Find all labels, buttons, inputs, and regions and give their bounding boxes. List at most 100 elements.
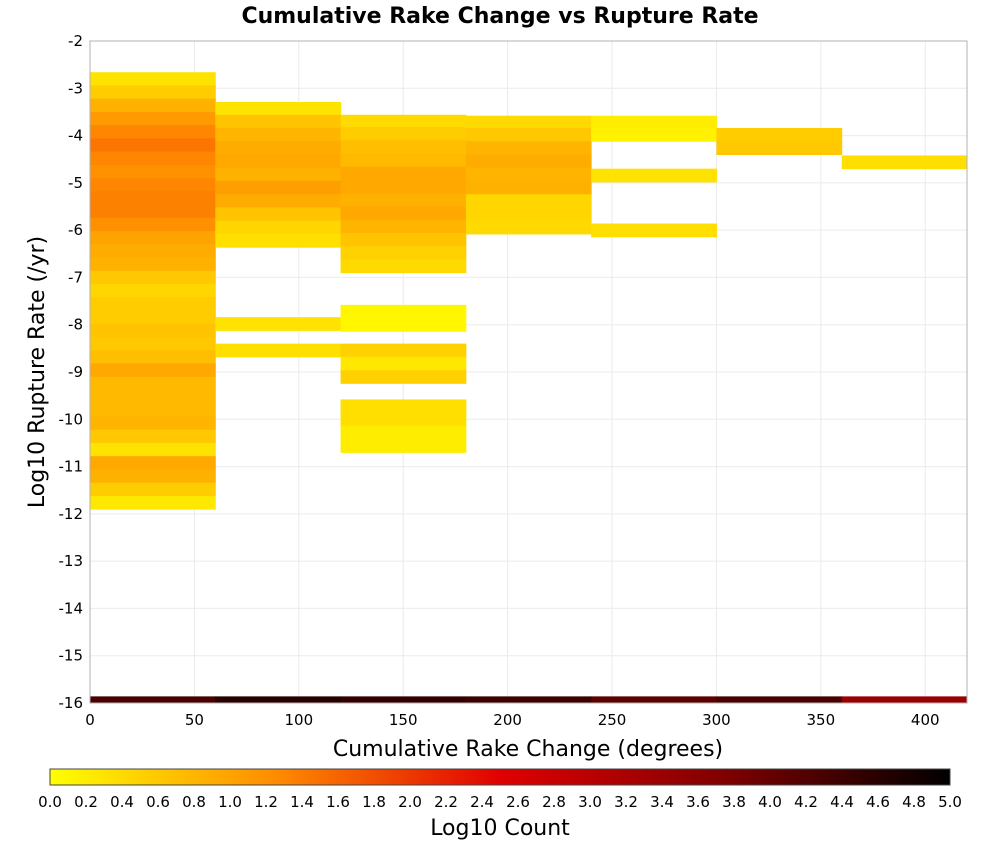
colorbar-tick-label: 5.0 [938,793,962,811]
heatmap-cell [340,206,467,221]
y-tick-label: -5 [68,174,83,192]
heatmap-cell [90,138,216,153]
heatmap-cell [90,416,216,431]
heatmap-cell [90,204,216,219]
colorbar-title: Log10 Count [430,816,570,841]
heatmap-cell [340,232,467,247]
heatmap-cell [841,155,968,170]
heatmap-cell [90,270,216,285]
heatmap-cell [90,284,216,298]
colorbar-tick-label: 4.4 [830,793,854,811]
heatmap-cell [90,297,216,312]
colorbar-tick-label: 0.6 [146,793,170,811]
heatmap-cell [215,101,342,116]
heatmap-cell [90,257,216,272]
y-tick-label: -9 [68,363,83,381]
heatmap-cell [465,115,592,130]
heatmap-cell [340,127,467,141]
y-tick-label: -2 [68,32,83,50]
heatmap-cell [340,318,467,332]
colorbar-tick-label: 3.0 [578,793,602,811]
colorbar-tick-label: 3.4 [650,793,674,811]
x-tick-label: 300 [702,711,731,729]
heatmap-cell [465,154,592,169]
heatmap-cell [90,164,216,179]
heatmap-cell [340,399,467,414]
heatmap-cell [591,223,717,238]
heatmap-cell [340,140,467,155]
y-tick-label: -6 [68,221,83,239]
heatmap-cell [90,323,216,338]
heatmap-cell [465,207,592,222]
heatmap-cell [90,231,216,245]
x-tick-label: 150 [389,711,418,729]
heatmap-cell [90,376,216,391]
y-tick-label: -7 [68,268,83,286]
heatmap-cell [215,141,342,155]
colorbar-tick-label: 1.8 [362,793,386,811]
x-tick-label: 100 [284,711,313,729]
y-tick-label: -15 [59,647,84,665]
colorbar-tick-label: 0.0 [38,793,62,811]
colorbar-tick-label: 3.2 [614,793,638,811]
colorbar-tick-label: 0.8 [182,793,206,811]
heatmap-cell [90,456,216,470]
heatmap-cell [340,259,467,274]
heatmap-cell [716,128,843,142]
heatmap-cell [90,244,216,259]
heatmap-cell [465,167,592,182]
colorbar-tick-label: 2.0 [398,793,422,811]
heatmap-cell [465,128,592,142]
heatmap-cells [90,72,968,703]
heatmap-cell-bottom [841,696,968,703]
heatmap-cell [215,128,342,142]
heatmap-cell [215,233,342,248]
heatmap-cell [90,389,216,404]
y-axis-ticks: -2 -3 -4 -5 -6 -7 -8 -9 -10 -11 -12 -13 -14 -15 -16 [59,32,84,712]
heatmap-cell [90,469,216,484]
heatmap-cell [340,246,467,260]
heatmap-cell [215,317,342,331]
heatmap-cell [90,310,216,325]
heatmap-cell [90,403,216,417]
heatmap-cell [90,191,216,206]
heatmap-cell [90,151,216,166]
heatmap-cell [465,220,592,235]
heatmap-cell-bottom [465,696,592,703]
heatmap-cell [340,193,467,207]
colorbar-tick-label: 3.8 [722,793,746,811]
heatmap-cell [340,356,467,371]
heatmap-cell [215,194,342,208]
heatmap-cell [90,98,216,113]
y-axis-title: Log10 Rupture Rate (/yr) [25,236,50,508]
heatmap-cell [591,115,717,130]
heatmap-cell [465,141,592,155]
colorbar-tick-label: 1.2 [254,793,278,811]
heatmap-cell [340,166,467,181]
heatmap-cell [90,363,216,378]
colorbar-tick-label: 0.2 [74,793,98,811]
heatmap-cell [90,72,216,86]
colorbar-tick-label: 4.2 [794,793,818,811]
heatmap-cell [90,111,216,126]
heatmap-cell-bottom [215,696,342,703]
heatmap-cell [215,154,342,169]
y-tick-label: -3 [68,79,83,97]
y-tick-label: -8 [68,316,83,334]
heatmap-cell [215,180,342,195]
x-tick-label: 0 [85,711,95,729]
heatmap-cell [90,337,216,351]
heatmap-cell [90,85,216,100]
heatmap-cell-bottom [716,696,843,703]
colorbar-tick-label: 1.4 [290,793,314,811]
heatmap-cell [215,167,342,182]
x-axis-ticks: 0 50 100 150 200 250 300 350 400 [85,711,939,729]
heatmap-cell [90,495,216,510]
y-tick-label: -14 [59,599,84,617]
colorbar-tick-label: 4.0 [758,793,782,811]
x-tick-label: 200 [493,711,522,729]
x-tick-label: 250 [598,711,627,729]
heatmap-cell [90,482,216,497]
colorbar-tick-label: 0.4 [110,793,134,811]
